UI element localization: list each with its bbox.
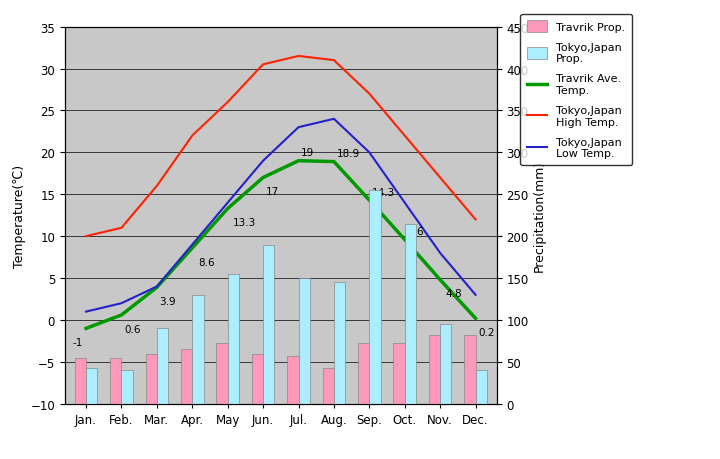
- Bar: [440, 325, 451, 404]
- Bar: [369, 190, 381, 404]
- Bar: [192, 295, 204, 404]
- Bar: [475, 370, 487, 404]
- Text: 19: 19: [301, 148, 315, 158]
- Bar: [334, 283, 346, 404]
- Bar: [429, 335, 440, 404]
- Bar: [287, 356, 299, 404]
- Text: 0.2: 0.2: [478, 327, 495, 337]
- Text: 0.6: 0.6: [125, 324, 140, 334]
- Text: 13.3: 13.3: [233, 218, 256, 228]
- Bar: [145, 354, 157, 404]
- Text: -1: -1: [72, 337, 83, 347]
- Y-axis label: Precipitation(mm): Precipitation(mm): [533, 160, 546, 272]
- Bar: [299, 279, 310, 404]
- Text: 3.9: 3.9: [160, 297, 176, 306]
- Text: 18.9: 18.9: [337, 149, 360, 159]
- Bar: [252, 354, 263, 404]
- Text: 8.6: 8.6: [198, 257, 215, 267]
- Bar: [86, 369, 97, 404]
- Bar: [157, 329, 168, 404]
- Bar: [216, 343, 228, 404]
- Bar: [228, 274, 239, 404]
- Bar: [110, 358, 122, 404]
- Bar: [464, 335, 475, 404]
- Bar: [181, 350, 192, 404]
- Bar: [122, 370, 132, 404]
- Bar: [393, 343, 405, 404]
- Y-axis label: Temperature(℃): Temperature(℃): [13, 164, 26, 267]
- Bar: [75, 358, 86, 404]
- Bar: [323, 369, 334, 404]
- Legend: Travrik Prop., Tokyo,Japan
Prop., Travrik Ave.
Temp., Tokyo,Japan
High Temp., To: Travrik Prop., Tokyo,Japan Prop., Travri…: [521, 15, 632, 166]
- Text: 14.3: 14.3: [372, 187, 395, 197]
- Bar: [405, 224, 416, 404]
- Bar: [263, 245, 274, 404]
- Bar: [358, 343, 369, 404]
- Text: 4.8: 4.8: [446, 289, 462, 299]
- Text: 17: 17: [266, 187, 279, 197]
- Text: 9.6: 9.6: [408, 226, 424, 236]
